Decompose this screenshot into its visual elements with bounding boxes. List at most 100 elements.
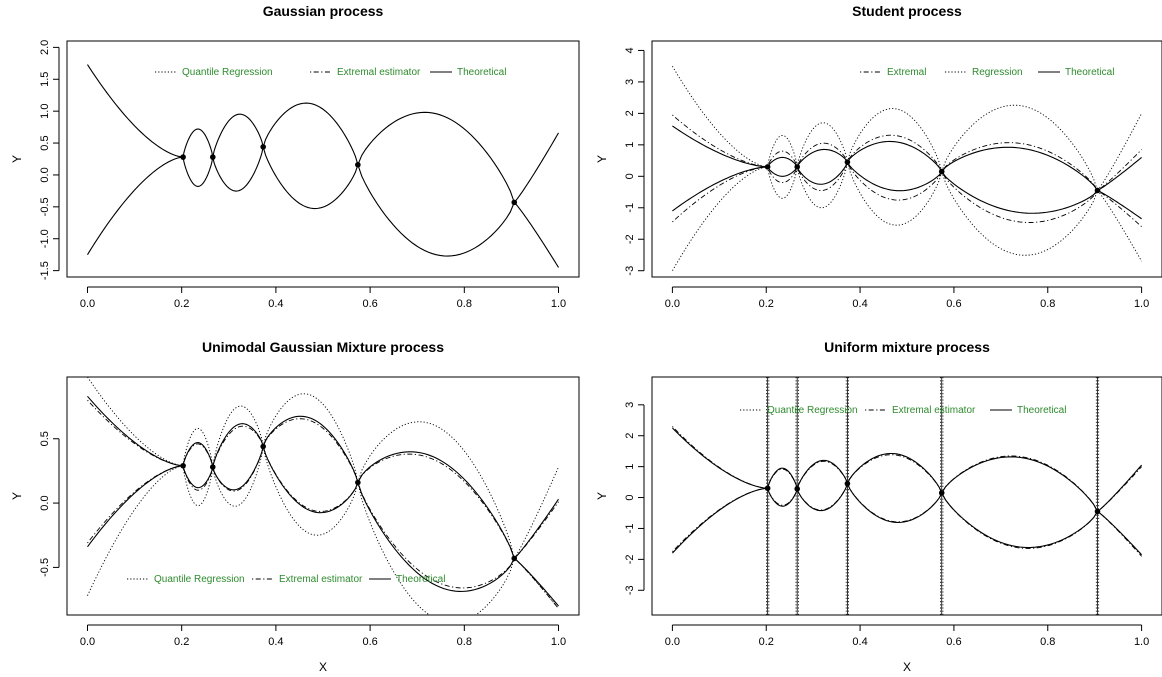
series-line — [847, 483, 943, 523]
x-tick-label: 1.0 — [551, 636, 566, 648]
series-line — [513, 498, 559, 559]
legend-label: Quantile Regression — [767, 405, 858, 416]
y-tick-label: -1 — [624, 524, 636, 534]
x-tick-label: 0.2 — [759, 636, 774, 648]
plot-area — [87, 377, 559, 615]
series-line — [262, 415, 359, 483]
series-line — [357, 482, 515, 592]
y-tick-label: -1 — [624, 203, 636, 213]
panel-4: Uniform mixture process 0.0 0.2 0.4 0.6 0.8 1.… — [595, 339, 1162, 674]
y-tick-label: 0 — [624, 494, 636, 500]
series-dotdash — [672, 114, 1142, 227]
series-line — [796, 483, 848, 512]
knot-point — [1094, 508, 1101, 515]
series-line — [672, 427, 768, 489]
knot-point — [844, 480, 851, 487]
knot-point — [844, 159, 851, 165]
y-tick-label: 2 — [624, 110, 636, 116]
y-tick-label: 1.5 — [39, 72, 51, 87]
series-line — [672, 487, 768, 552]
series-line — [87, 64, 184, 158]
series-line — [672, 166, 768, 271]
series-line — [182, 465, 214, 489]
series-line — [796, 122, 848, 167]
y-tick-label: 0.5 — [39, 431, 51, 446]
series-dotted — [87, 377, 559, 615]
knot-point — [209, 464, 216, 470]
series-line — [182, 156, 214, 187]
x-tick-label: 0.0 — [80, 636, 95, 648]
knot-point — [511, 199, 518, 206]
x-tick-label: 0.0 — [665, 636, 680, 648]
knot-point — [180, 154, 186, 160]
y-tick-label: 2 — [624, 433, 636, 439]
series-line — [796, 161, 848, 185]
series-line — [262, 102, 359, 165]
y-axis-label: Y — [10, 155, 24, 163]
series-line — [796, 162, 848, 209]
series-line — [262, 446, 359, 536]
legend-label: Regression — [972, 67, 1023, 78]
x-tick-label: 0.6 — [362, 636, 377, 648]
knot-point — [1094, 187, 1101, 194]
series-line — [357, 453, 515, 559]
series-line — [767, 150, 798, 168]
x-tick-label: 0.4 — [852, 298, 867, 310]
y-tick-label: -2 — [624, 234, 636, 244]
series-line — [672, 166, 768, 212]
series-line — [941, 171, 1098, 223]
series-line — [212, 113, 264, 158]
legend-label: Extremal estimator — [892, 405, 976, 416]
knot-point — [794, 164, 801, 170]
series-line — [767, 468, 798, 490]
x-tick-label: 0.0 — [665, 298, 680, 310]
x-tick-label: 0.6 — [946, 636, 961, 648]
series-line — [87, 465, 184, 544]
series-line — [941, 142, 1098, 191]
knot-point — [209, 154, 216, 160]
series-line — [672, 125, 768, 168]
series-line — [87, 465, 184, 596]
y-tick-label: 0 — [624, 173, 636, 179]
x-tick-label: 0.8 — [457, 298, 472, 310]
x-tick-label: 0.8 — [1040, 636, 1055, 648]
series-line — [1097, 113, 1142, 191]
series-line — [357, 482, 515, 589]
x-tick-label: 0.2 — [174, 298, 189, 310]
series-line — [847, 134, 943, 172]
series-line — [212, 146, 264, 192]
series-line — [796, 142, 848, 168]
series-line — [262, 446, 359, 512]
series-line — [767, 166, 798, 184]
chart-title: Uniform mixture process — [824, 339, 990, 355]
series-solid — [87, 64, 559, 268]
x-tick-label: 0.4 — [852, 636, 867, 648]
series-line — [262, 446, 359, 514]
series-line — [846, 140, 943, 172]
plot-area — [672, 65, 1142, 271]
series-line — [212, 425, 264, 468]
series-line — [941, 171, 1098, 214]
series-line — [1097, 464, 1143, 512]
series-line — [941, 455, 1098, 512]
series-line — [767, 166, 798, 177]
series-line — [182, 443, 214, 468]
series-line — [846, 161, 943, 192]
legend: Quantile Regression Extremal estimator The… — [127, 574, 445, 585]
series-line — [1097, 510, 1143, 556]
series-line — [796, 148, 848, 168]
x-tick-label: 0.4 — [268, 636, 283, 648]
series-line — [767, 134, 798, 167]
series-line — [1097, 149, 1142, 191]
series-line — [1097, 190, 1142, 227]
series-line — [357, 164, 515, 257]
series-solid — [87, 395, 559, 607]
y-tick-label: 1 — [624, 142, 636, 148]
y-tick-label: 3 — [624, 402, 636, 408]
legend-label: Theoretical — [1017, 405, 1066, 416]
series-line — [1097, 190, 1142, 262]
series-line — [212, 446, 264, 507]
y-axis-label: Y — [10, 492, 24, 500]
legend: Quantile Regression Extremal estimator The… — [155, 67, 506, 78]
series-line — [262, 146, 359, 210]
